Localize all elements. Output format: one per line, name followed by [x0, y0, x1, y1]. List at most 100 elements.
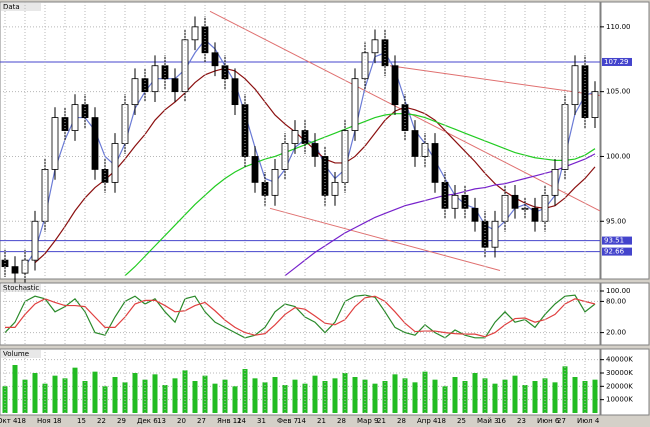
bar	[132, 373, 138, 413]
bar	[32, 373, 38, 413]
candle-body	[511, 194, 519, 209]
bar	[342, 373, 348, 413]
bar	[312, 375, 318, 413]
y-tick-label: 100.00	[606, 152, 631, 160]
x-tick-label: 8	[57, 417, 61, 425]
candle-body	[51, 117, 59, 170]
level-label: 107.29	[604, 58, 629, 66]
panel	[0, 348, 601, 416]
x-tick-label: 14	[297, 417, 306, 425]
line-series	[5, 295, 596, 338]
panel	[0, 1, 601, 280]
bar	[372, 383, 378, 413]
panel-tab	[1, 3, 41, 11]
candle-body	[161, 65, 169, 80]
candle-body	[371, 39, 379, 54]
candle-body	[581, 65, 589, 118]
bar	[472, 373, 478, 413]
x-tick-label: 20	[177, 417, 186, 425]
x-tick-label: 29	[117, 417, 126, 425]
x-tick-label: Ноя 1	[37, 417, 57, 425]
bar	[52, 375, 58, 413]
x-tick-label: Окт 4	[0, 417, 18, 425]
candle-body	[411, 130, 419, 157]
candle-body	[441, 181, 449, 209]
line-series	[284, 153, 596, 277]
candle-body	[81, 104, 89, 118]
bar	[102, 386, 108, 413]
candle-body	[31, 220, 39, 261]
x-tick-label: Фев 7	[277, 417, 298, 425]
panel-title: Data	[3, 3, 20, 11]
level-label: 92.66	[604, 248, 625, 256]
x-tick-label: 16	[497, 417, 506, 425]
candle-body	[11, 266, 19, 274]
x-tick-label: Мар 9	[357, 417, 378, 425]
candle-body	[391, 65, 399, 106]
x-tick-label: Дек 6	[137, 417, 158, 425]
axis-panel	[600, 348, 650, 416]
y-tick-label: 30000K	[606, 369, 633, 377]
bar	[42, 383, 48, 413]
y-tick-label: 100.00	[606, 287, 631, 295]
bar	[232, 386, 238, 413]
candle-body	[431, 143, 439, 183]
bar	[2, 386, 8, 413]
candle-body	[481, 220, 489, 248]
x-tick-label: Янв 11	[217, 417, 242, 425]
bar	[62, 378, 68, 413]
level-tag	[602, 57, 632, 66]
x-tick-label: 28	[397, 417, 406, 425]
bar	[272, 377, 278, 413]
candle-body	[311, 143, 319, 157]
candle-body	[171, 78, 179, 93]
candle-body	[281, 143, 289, 170]
bar	[572, 377, 578, 413]
bar	[72, 367, 78, 413]
x-tick-label: 22	[97, 417, 106, 425]
bar	[152, 374, 158, 413]
panel-title: Stochastic	[3, 284, 39, 292]
candle-body	[541, 194, 549, 222]
candle-body	[191, 26, 199, 41]
y-tick-label: 95.00	[606, 217, 626, 225]
candle-body	[491, 220, 499, 248]
candle-body	[131, 78, 139, 106]
candle-body	[41, 169, 49, 222]
axis-panel	[600, 282, 650, 346]
y-tick-label: 80.00	[606, 297, 626, 305]
candle-body	[141, 78, 149, 93]
candle-body	[221, 65, 229, 80]
x-tick-label: 24	[237, 417, 246, 425]
x-tick-label: Июн 6	[537, 417, 560, 425]
candle-body	[111, 143, 119, 183]
trend-line	[389, 65, 601, 97]
y-tick-label: 10000K	[606, 396, 633, 404]
bar	[212, 383, 218, 413]
bar	[422, 371, 428, 413]
bar	[142, 379, 148, 413]
x-tick-label: 21	[317, 417, 326, 425]
level-label: 93.51	[604, 237, 624, 245]
bar	[512, 375, 518, 413]
x-tick-label: 28	[337, 417, 346, 425]
candle-body	[211, 52, 219, 67]
candle-body	[231, 78, 239, 106]
x-tick-label: 13	[157, 417, 166, 425]
bar	[432, 379, 438, 413]
bar	[292, 379, 298, 413]
x-tick-label: 15	[77, 417, 86, 425]
candle-body	[381, 39, 389, 67]
bar	[402, 378, 408, 413]
x-tick-label: 25	[457, 417, 466, 425]
panel-title: Volume	[3, 350, 29, 358]
level-tag	[602, 247, 632, 256]
candle-body	[321, 156, 329, 196]
x-tick-label: 27	[197, 417, 206, 425]
x-tick-label: 31	[257, 417, 266, 425]
candle-body	[461, 194, 469, 209]
bar	[552, 382, 558, 413]
y-tick-label: 105.00	[606, 88, 631, 96]
candle-body	[341, 130, 349, 183]
bar	[592, 379, 598, 413]
